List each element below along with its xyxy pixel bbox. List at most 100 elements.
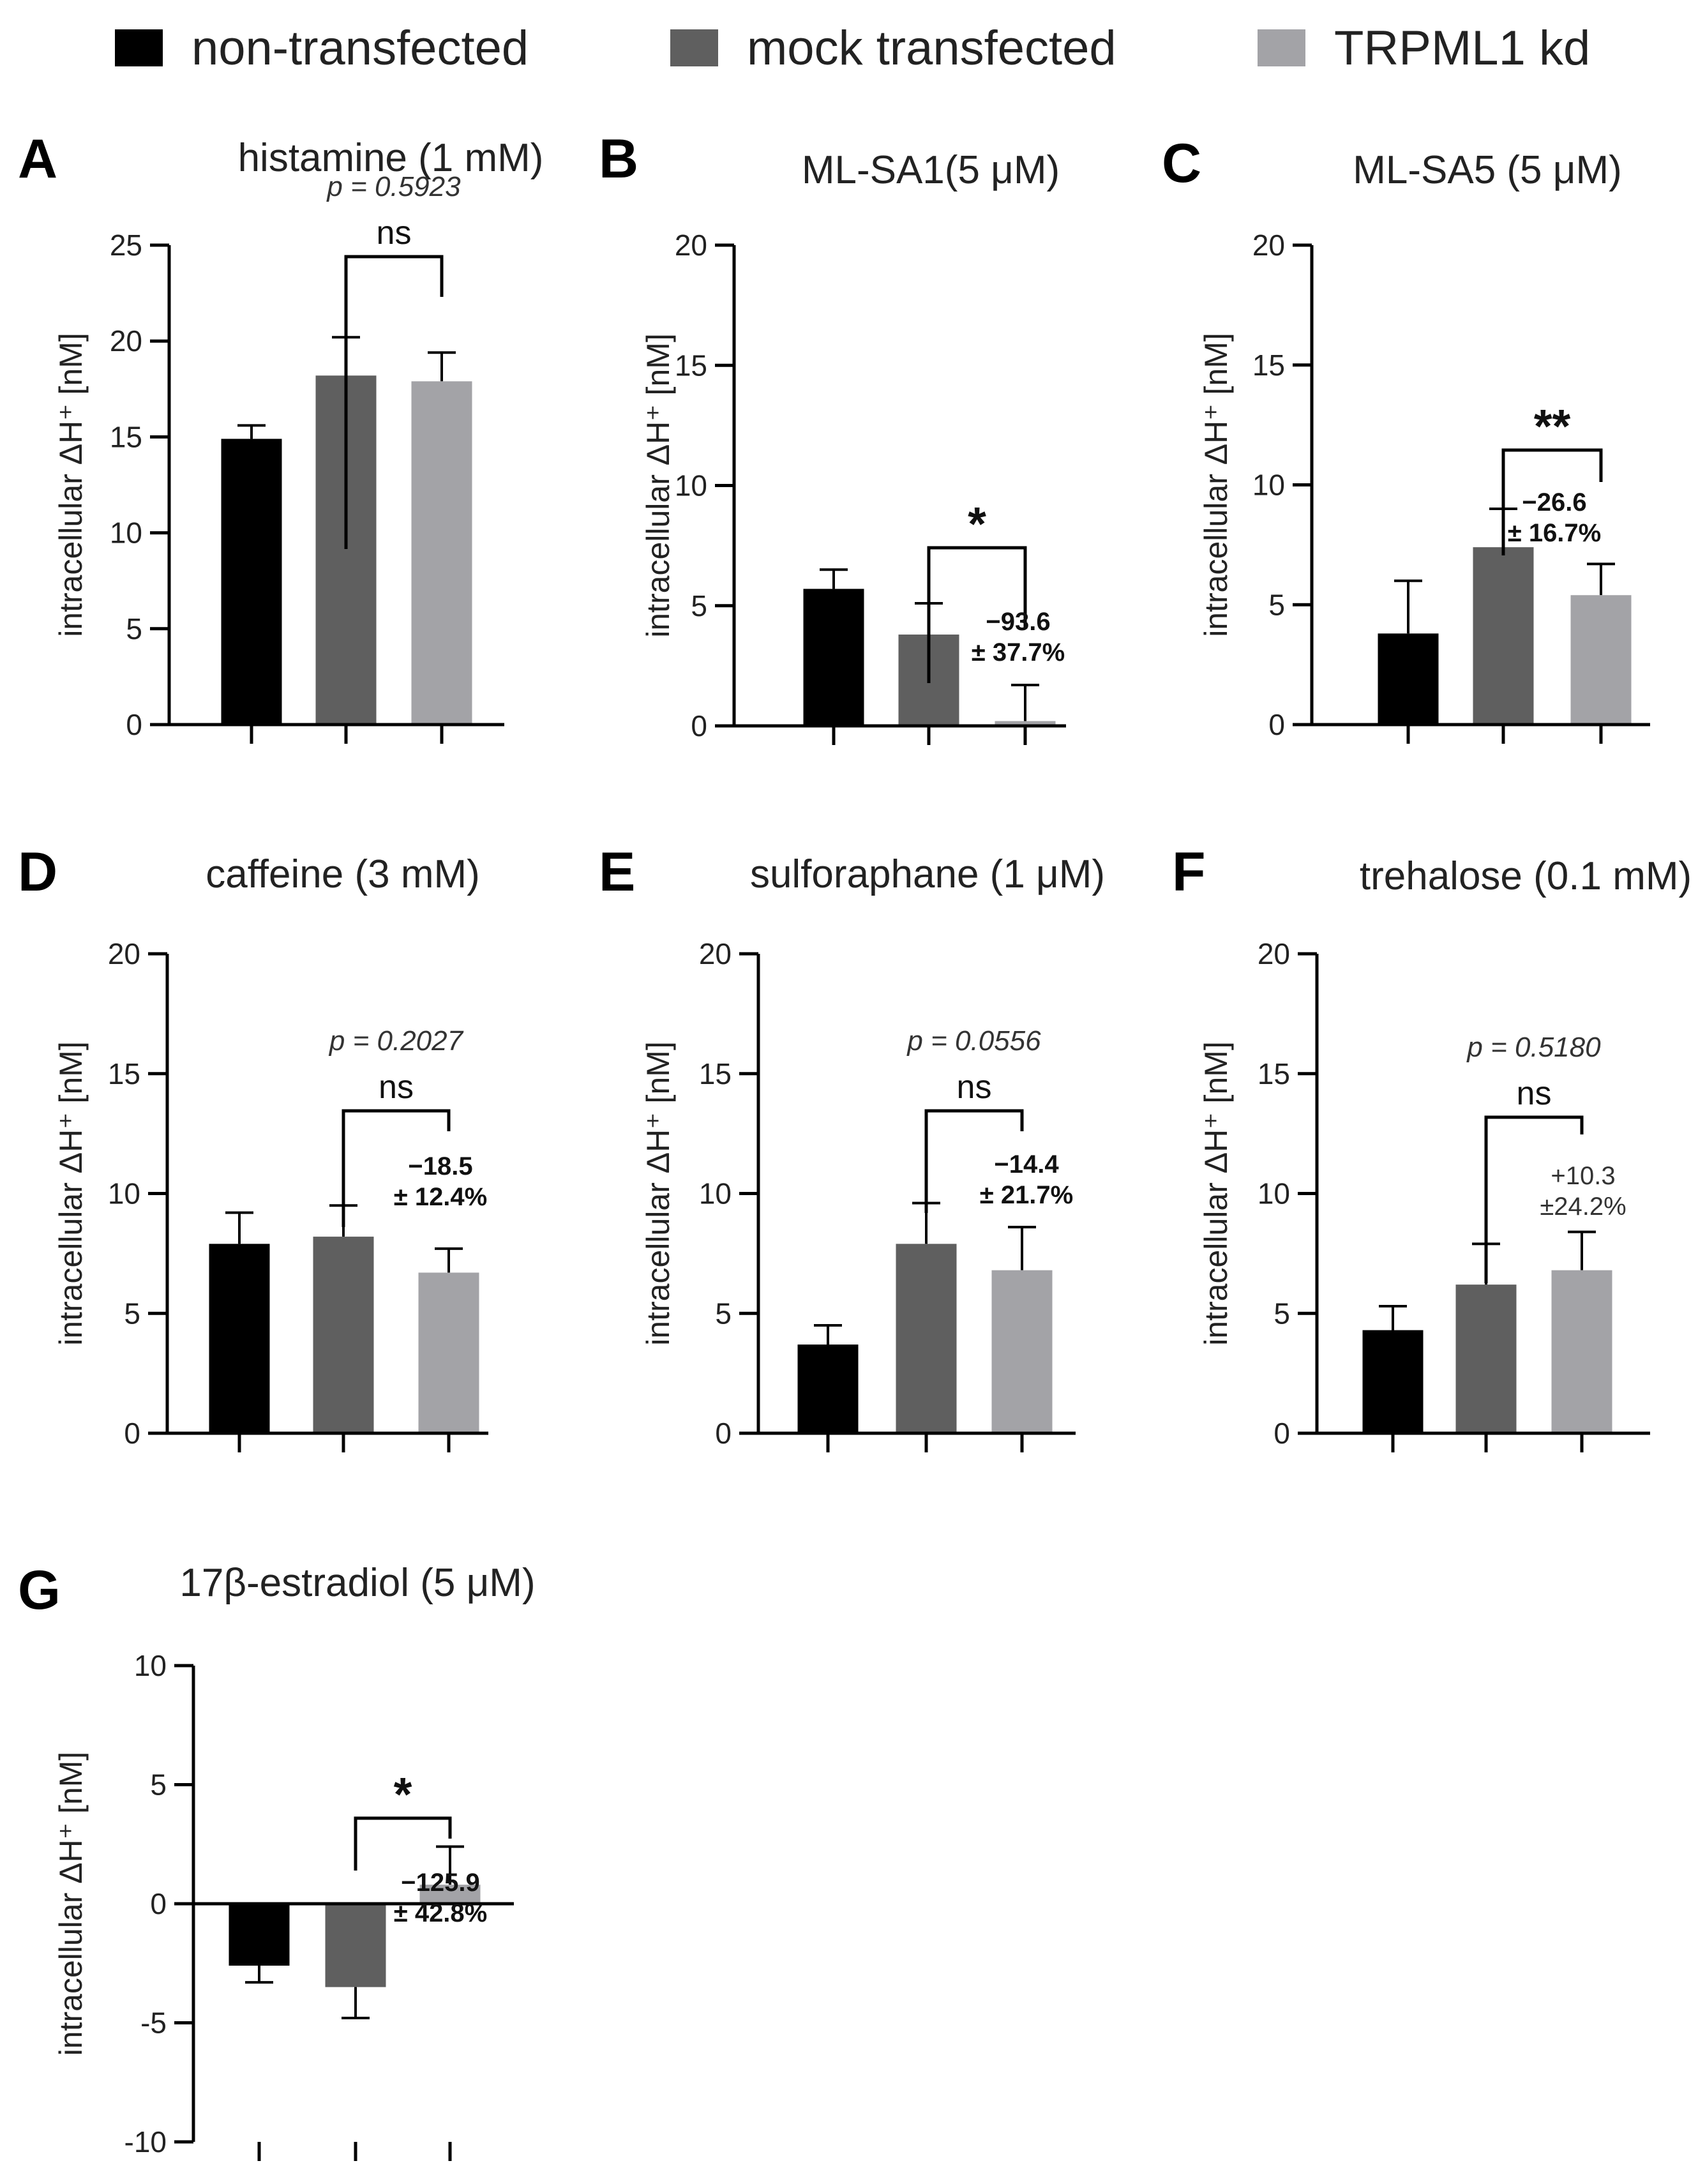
significance-label: ns bbox=[1517, 1075, 1552, 1112]
p-value: p = 0.5180 bbox=[1466, 1032, 1601, 1063]
bar-mock-transfected bbox=[1455, 1284, 1517, 1433]
legend-item: TRPML1 kd bbox=[1258, 21, 1590, 75]
y-tick-label: 0 bbox=[715, 1417, 732, 1450]
panel-letter: E bbox=[599, 841, 635, 903]
panel-b: B ML-SA1(5 μM) intracellular ΔH⁺ [nM] 0 5 10 1… bbox=[599, 128, 1066, 745]
y-tick-label: 0 bbox=[1268, 708, 1285, 741]
y-axis-label: intracellular ΔH⁺ [nM] bbox=[640, 333, 676, 638]
significance-bracket bbox=[344, 255, 444, 549]
panel-c: C ML-SA5 (5 μM) intracellular ΔH⁺ [nM] 0 5 10… bbox=[1162, 133, 1650, 744]
y-tick-label: 10 bbox=[1258, 1177, 1290, 1210]
percent-change-value: −18.5 bbox=[408, 1152, 472, 1180]
percent-change-error: ± 16.7% bbox=[1508, 519, 1601, 547]
y-tick-label: 15 bbox=[675, 349, 707, 382]
panel-letter: G bbox=[18, 1560, 61, 1621]
percent-change-value: −14.4 bbox=[994, 1150, 1059, 1179]
panel-letter: A bbox=[18, 128, 57, 190]
bar-non-transfected bbox=[221, 439, 282, 725]
y-tick-label: -5 bbox=[140, 2007, 167, 2040]
panel-title: 17β-estradiol (5 μM) bbox=[179, 1561, 535, 1605]
panel-letter: C bbox=[1162, 133, 1201, 194]
legend-swatch bbox=[670, 29, 718, 66]
bar-non-transfected bbox=[803, 589, 864, 726]
p-value: p = 0.5923 bbox=[326, 171, 461, 202]
y-tick-label: 20 bbox=[675, 229, 707, 262]
legend-label: mock transfected bbox=[747, 21, 1116, 75]
bar-non-transfected bbox=[797, 1344, 859, 1433]
y-tick-label: 20 bbox=[699, 937, 732, 970]
y-tick-label: 20 bbox=[1252, 229, 1285, 262]
y-tick-label: 20 bbox=[1258, 937, 1290, 970]
y-tick-label: 15 bbox=[699, 1057, 732, 1090]
y-tick-label: 15 bbox=[1258, 1057, 1290, 1090]
significance-label: ** bbox=[1534, 400, 1571, 453]
y-tick-label: 0 bbox=[1274, 1417, 1290, 1450]
bar-trpml1-kd bbox=[1570, 595, 1632, 725]
bar-trpml1-kd bbox=[419, 1885, 481, 1904]
y-tick-label: 0 bbox=[691, 709, 707, 742]
y-tick-label: 15 bbox=[110, 420, 142, 453]
significance-bracket bbox=[1501, 448, 1603, 555]
p-value: p = 0.2027 bbox=[328, 1025, 464, 1057]
y-tick-label: 0 bbox=[126, 708, 142, 741]
percent-change-error: ± 12.4% bbox=[394, 1183, 487, 1211]
y-tick-label: 5 bbox=[150, 1768, 167, 1802]
panel-title: trehalose (0.1 mM) bbox=[1360, 854, 1692, 898]
percent-change-error: ± 37.7% bbox=[972, 638, 1065, 666]
bar-mock-transfected bbox=[1473, 547, 1534, 725]
percent-change-error: ± 42.8% bbox=[394, 1899, 487, 1927]
bar-mock-transfected bbox=[313, 1237, 374, 1433]
y-tick-label: 5 bbox=[124, 1297, 140, 1330]
legend-label: TRPML1 kd bbox=[1334, 21, 1590, 75]
significance-bracket bbox=[1484, 1115, 1584, 1283]
bar-mock-transfected bbox=[896, 1244, 957, 1433]
percent-change-value: −26.6 bbox=[1522, 488, 1586, 516]
y-tick-label: 10 bbox=[110, 516, 142, 550]
bar-non-transfected bbox=[209, 1244, 270, 1433]
percent-change-value: −125.9 bbox=[401, 1869, 479, 1897]
bar-trpml1-kd bbox=[1551, 1270, 1612, 1433]
y-tick-label: 0 bbox=[150, 1887, 167, 1920]
significance-bracket bbox=[342, 1109, 451, 1227]
y-tick-label: 10 bbox=[699, 1177, 732, 1210]
y-tick-label: 5 bbox=[691, 589, 707, 622]
percent-change-value: −93.6 bbox=[986, 608, 1050, 636]
y-tick-label: 15 bbox=[108, 1057, 140, 1090]
percent-change-error: ±24.2% bbox=[1540, 1193, 1626, 1221]
y-axis-label: intracellular ΔH⁺ [nM] bbox=[1198, 1041, 1234, 1346]
y-tick-label: 5 bbox=[715, 1297, 732, 1330]
y-tick-label: 20 bbox=[110, 324, 142, 358]
bar-trpml1-kd bbox=[995, 721, 1056, 726]
panel-title: ML-SA1(5 μM) bbox=[802, 148, 1060, 192]
bar-non-transfected bbox=[229, 1904, 290, 1966]
p-value: p = 0.0556 bbox=[906, 1025, 1041, 1057]
y-axis-label: intracellular ΔH⁺ [nM] bbox=[1198, 333, 1234, 637]
y-tick-label: 10 bbox=[675, 469, 707, 502]
significance-bracket bbox=[927, 546, 1027, 683]
y-tick-label: 0 bbox=[124, 1417, 140, 1450]
y-tick-label: 15 bbox=[1252, 349, 1285, 382]
significance-bracket bbox=[354, 1816, 452, 1871]
y-axis-label: intracellular ΔH⁺ [nM] bbox=[53, 1041, 89, 1346]
significance-label: * bbox=[968, 497, 986, 550]
panel-title: caffeine (3 mM) bbox=[206, 852, 480, 896]
significance-label: ns bbox=[379, 1069, 414, 1106]
panel-letter: D bbox=[18, 841, 57, 903]
y-tick-label: -10 bbox=[124, 2125, 167, 2158]
bar-non-transfected bbox=[1362, 1330, 1424, 1433]
y-tick-label: 5 bbox=[126, 612, 142, 645]
y-axis-label: intracellular ΔH⁺ [nM] bbox=[640, 1041, 676, 1346]
y-axis-label: intracellular ΔH⁺ [nM] bbox=[53, 333, 89, 637]
panel-title: sulforaphane (1 μM) bbox=[750, 852, 1105, 896]
panel-g: G 17β-estradiol (5 μM) intracellular ΔH⁺ [… bbox=[18, 1560, 536, 2161]
bar-trpml1-kd bbox=[991, 1270, 1053, 1433]
panel-title: histamine (1 mM) bbox=[238, 136, 544, 180]
y-tick-label: 10 bbox=[1252, 469, 1285, 502]
y-tick-label: 25 bbox=[110, 229, 142, 262]
legend-label: non-transfected bbox=[192, 21, 529, 75]
